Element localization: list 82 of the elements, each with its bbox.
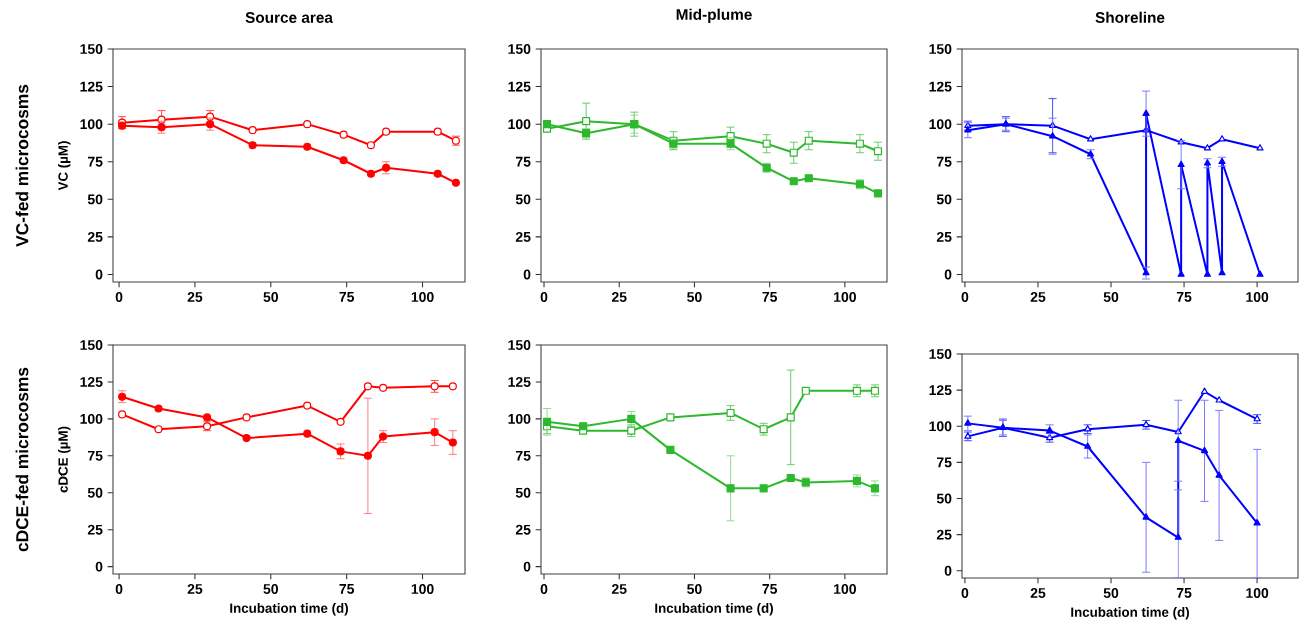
y-tick-label: 100 <box>80 119 103 130</box>
y-tick-label: 0 <box>95 561 103 572</box>
x-axis-title: Incubation time (d) <box>655 603 773 616</box>
y-tick-label: 0 <box>523 561 531 572</box>
x-tick-label: 25 <box>187 584 203 594</box>
x-tick-label: 100 <box>411 292 434 302</box>
y-tick-label: 50 <box>936 194 952 205</box>
y-tick-label: 75 <box>937 457 952 468</box>
y-tick-label: 50 <box>515 487 531 498</box>
x-tick-label: 25 <box>1030 588 1046 598</box>
y-tick-label: 125 <box>80 81 103 92</box>
x-tick-label: 75 <box>762 292 778 302</box>
x-tick-label: 50 <box>687 584 702 594</box>
x-tick-label: 25 <box>187 292 203 302</box>
y-tick-label: 100 <box>929 421 952 432</box>
y-tick-label: 25 <box>515 231 531 242</box>
x-tick-label: 0 <box>540 584 548 594</box>
x-tick-label: 100 <box>1246 588 1269 598</box>
x-tick-label: 75 <box>762 584 778 594</box>
y-tick-label: 50 <box>87 487 103 498</box>
y-tick-label: 0 <box>523 269 531 280</box>
y-tick-label: 75 <box>87 156 103 167</box>
x-tick-label: 100 <box>411 584 434 594</box>
y-tick-label: 25 <box>87 231 103 242</box>
y-tick-label: 150 <box>80 340 103 350</box>
chart-title: Shoreline <box>1095 11 1165 23</box>
y-tick-label: 150 <box>508 44 531 54</box>
chart-title: Mid-plume <box>676 8 752 23</box>
x-tick-label: 0 <box>115 292 123 302</box>
x-tick-label: 75 <box>339 292 355 302</box>
y-tick-label: 125 <box>929 81 952 92</box>
y-tick-label: 50 <box>515 194 531 205</box>
y-tick-label: 50 <box>87 194 103 205</box>
x-tick-label: 0 <box>961 292 969 302</box>
x-tick-label: 25 <box>611 292 627 302</box>
y-axis-title: cDCE (µM) <box>58 426 71 493</box>
y-tick-label: 25 <box>936 529 952 540</box>
x-tick-label: 25 <box>611 584 627 594</box>
y-tick-label: 100 <box>508 413 531 424</box>
x-axis-title: Incubation time (d) <box>230 603 348 616</box>
y-tick-label: 75 <box>87 450 103 461</box>
x-tick-label: 75 <box>1176 292 1192 302</box>
x-tick-label: 25 <box>1030 292 1046 302</box>
y-tick-label: 0 <box>95 269 103 280</box>
y-tick-label: 25 <box>515 524 531 535</box>
y-tick-label: 50 <box>936 493 952 504</box>
chart-title: Source area <box>245 12 333 23</box>
y-tick-label: 125 <box>80 376 103 387</box>
y-tick-label: 150 <box>508 340 531 350</box>
x-tick-label: 0 <box>540 292 548 302</box>
x-tick-label: 100 <box>834 584 856 594</box>
y-tick-label: 100 <box>508 119 531 130</box>
y-tick-label: 75 <box>515 156 531 167</box>
x-tick-label: 50 <box>687 292 702 302</box>
x-tick-label: 50 <box>263 292 279 302</box>
y-tick-label: 0 <box>944 269 952 280</box>
x-tick-label: 50 <box>1103 588 1119 598</box>
y-tick-label: 125 <box>508 376 531 387</box>
y-tick-label: 25 <box>87 524 103 535</box>
y-tick-label: 150 <box>80 44 103 54</box>
x-tick-label: 100 <box>1246 292 1269 302</box>
y-tick-label: 100 <box>80 413 103 424</box>
x-axis-title: Incubation time (d) <box>1071 607 1189 620</box>
y-tick-label: 125 <box>929 385 952 396</box>
text: cDCE-fed microcosms <box>15 367 29 552</box>
x-tick-label: 0 <box>961 588 969 598</box>
x-tick-label: 50 <box>1103 292 1119 302</box>
y-tick-label: 0 <box>944 565 952 576</box>
y-tick-label: 100 <box>929 119 952 130</box>
y-tick-label: 25 <box>936 231 952 242</box>
x-tick-label: 75 <box>1176 588 1192 598</box>
x-tick-label: 50 <box>263 584 279 594</box>
y-tick-label: 150 <box>929 44 952 54</box>
y-tick-label: 75 <box>937 156 952 167</box>
text: VC-fed microcosms <box>15 84 29 247</box>
x-tick-label: 75 <box>339 584 355 594</box>
x-tick-label: 0 <box>115 584 123 594</box>
x-tick-label: 100 <box>834 292 856 302</box>
y-tick-label: 150 <box>929 349 952 359</box>
y-axis-title: VC (µM) <box>58 141 71 191</box>
y-tick-label: 125 <box>508 81 531 92</box>
y-tick-label: 75 <box>515 450 531 461</box>
